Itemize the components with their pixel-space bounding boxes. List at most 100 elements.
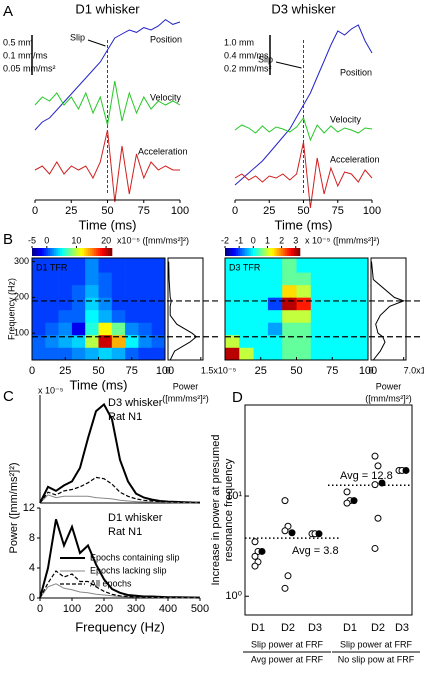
x-tick-label: 75 bbox=[332, 205, 344, 217]
x-tick-label: 100 bbox=[363, 205, 381, 217]
y-tick-label: 10¹ bbox=[226, 490, 242, 502]
heat-cell bbox=[310, 347, 326, 361]
heat-cell bbox=[325, 309, 340, 323]
trace bbox=[234, 141, 373, 209]
colorbar-step bbox=[106, 248, 109, 256]
colorbar-step bbox=[298, 248, 301, 256]
colorbar-tick-label: -1 bbox=[235, 235, 243, 245]
heat-cell bbox=[125, 284, 139, 298]
heat-cell bbox=[353, 322, 369, 336]
colorbar-step bbox=[279, 248, 282, 256]
heat-cell bbox=[310, 284, 326, 298]
category-label: D3 bbox=[308, 622, 322, 634]
heat-cell bbox=[58, 297, 73, 311]
colorbar-step bbox=[256, 248, 260, 256]
heat-cell bbox=[151, 284, 166, 298]
heat-cell bbox=[32, 347, 46, 361]
heat-cell bbox=[32, 309, 46, 323]
colorbar-step bbox=[290, 248, 293, 256]
heat-cell bbox=[353, 334, 369, 348]
y-tick-label: 200 bbox=[14, 292, 29, 302]
heat-cell bbox=[253, 309, 269, 323]
colorbar-step bbox=[255, 248, 258, 256]
colorbar-step bbox=[238, 248, 241, 256]
group-label-top: Slip power at FRF bbox=[340, 639, 413, 649]
trace bbox=[234, 116, 373, 142]
heat-cell bbox=[151, 258, 166, 273]
heat-cell bbox=[296, 297, 312, 311]
mean-point bbox=[288, 529, 296, 537]
heat-cell bbox=[85, 272, 99, 286]
heat-cell bbox=[111, 272, 126, 286]
heat-cell bbox=[282, 309, 297, 323]
heat-cell bbox=[138, 297, 152, 311]
colorbar-step bbox=[72, 248, 75, 256]
heat-cell bbox=[85, 309, 99, 323]
heat-cell bbox=[253, 334, 269, 348]
heat-cell bbox=[151, 347, 166, 361]
colorbar-step bbox=[270, 248, 273, 256]
heat-cell bbox=[310, 297, 326, 311]
heat-cell bbox=[98, 297, 113, 311]
y-tick-label: 4 bbox=[29, 562, 35, 574]
y-tick-label: 8 bbox=[29, 532, 35, 544]
heat-cell bbox=[151, 322, 166, 336]
heat-cell bbox=[339, 297, 354, 311]
heat-cell bbox=[71, 272, 86, 286]
heat-cell bbox=[225, 347, 240, 361]
colorbar-step bbox=[283, 248, 286, 256]
heat-cell bbox=[71, 334, 86, 348]
scale-label: 0.1 mm/ms bbox=[3, 50, 48, 60]
heat-cell bbox=[111, 334, 126, 348]
heat-cell bbox=[151, 297, 166, 311]
colorbar-step bbox=[46, 248, 49, 256]
heat-cell bbox=[98, 334, 113, 348]
colorbar-step bbox=[32, 248, 35, 256]
colorbar-step bbox=[78, 248, 81, 256]
x-tick-label: 0 bbox=[232, 205, 238, 217]
heat-cell bbox=[85, 284, 99, 298]
chart-subtitle: Rat N1 bbox=[108, 411, 142, 423]
panel-letter: D bbox=[232, 389, 243, 406]
colorbar-tick-label: 10 bbox=[71, 235, 81, 245]
y-tick-label: 300 bbox=[14, 256, 29, 266]
heat-cell bbox=[45, 284, 59, 298]
y-tick-label: 12 bbox=[23, 502, 35, 514]
heat-cell bbox=[282, 258, 297, 273]
heat-cell bbox=[138, 309, 152, 323]
category-label: D3 bbox=[395, 622, 409, 634]
colorbar-step bbox=[108, 248, 111, 256]
heat-cell bbox=[58, 272, 73, 286]
heat-cell bbox=[239, 322, 254, 336]
heat-cell bbox=[45, 322, 59, 336]
colorbar-unit: x 10⁻⁵ ([mm/ms²]²) bbox=[305, 235, 379, 245]
heat-cell bbox=[239, 347, 254, 361]
heat-cell bbox=[138, 334, 152, 348]
trace bbox=[34, 18, 181, 131]
heat-cell bbox=[125, 297, 139, 311]
heat-cell bbox=[71, 309, 86, 323]
colorbar-tick-label: 3 bbox=[293, 235, 298, 245]
heat-cell bbox=[253, 297, 269, 311]
colorbar-step bbox=[241, 248, 245, 256]
heat-cell bbox=[353, 272, 369, 286]
heat-cell bbox=[138, 347, 152, 361]
heat-cell bbox=[138, 272, 152, 286]
heat-cell bbox=[296, 284, 312, 298]
map-title: D1 TFR bbox=[36, 262, 68, 272]
heat-cell bbox=[339, 284, 354, 298]
heat-cell bbox=[239, 334, 254, 348]
colorbar-step bbox=[288, 248, 291, 256]
power-label: Power bbox=[376, 381, 402, 391]
power-label: Power bbox=[173, 381, 199, 391]
heat-cell bbox=[151, 309, 166, 323]
colorbar-step bbox=[60, 248, 63, 256]
heat-cell bbox=[111, 297, 126, 311]
colorbar-step bbox=[100, 248, 103, 256]
heat-cell bbox=[296, 309, 312, 323]
group-label-top: Slip power at FRF bbox=[251, 639, 324, 649]
colorbar-tick-label: 20 bbox=[101, 235, 111, 245]
trace-label: Acceleration bbox=[330, 154, 380, 164]
point bbox=[251, 552, 259, 560]
heat-cell bbox=[58, 309, 73, 323]
